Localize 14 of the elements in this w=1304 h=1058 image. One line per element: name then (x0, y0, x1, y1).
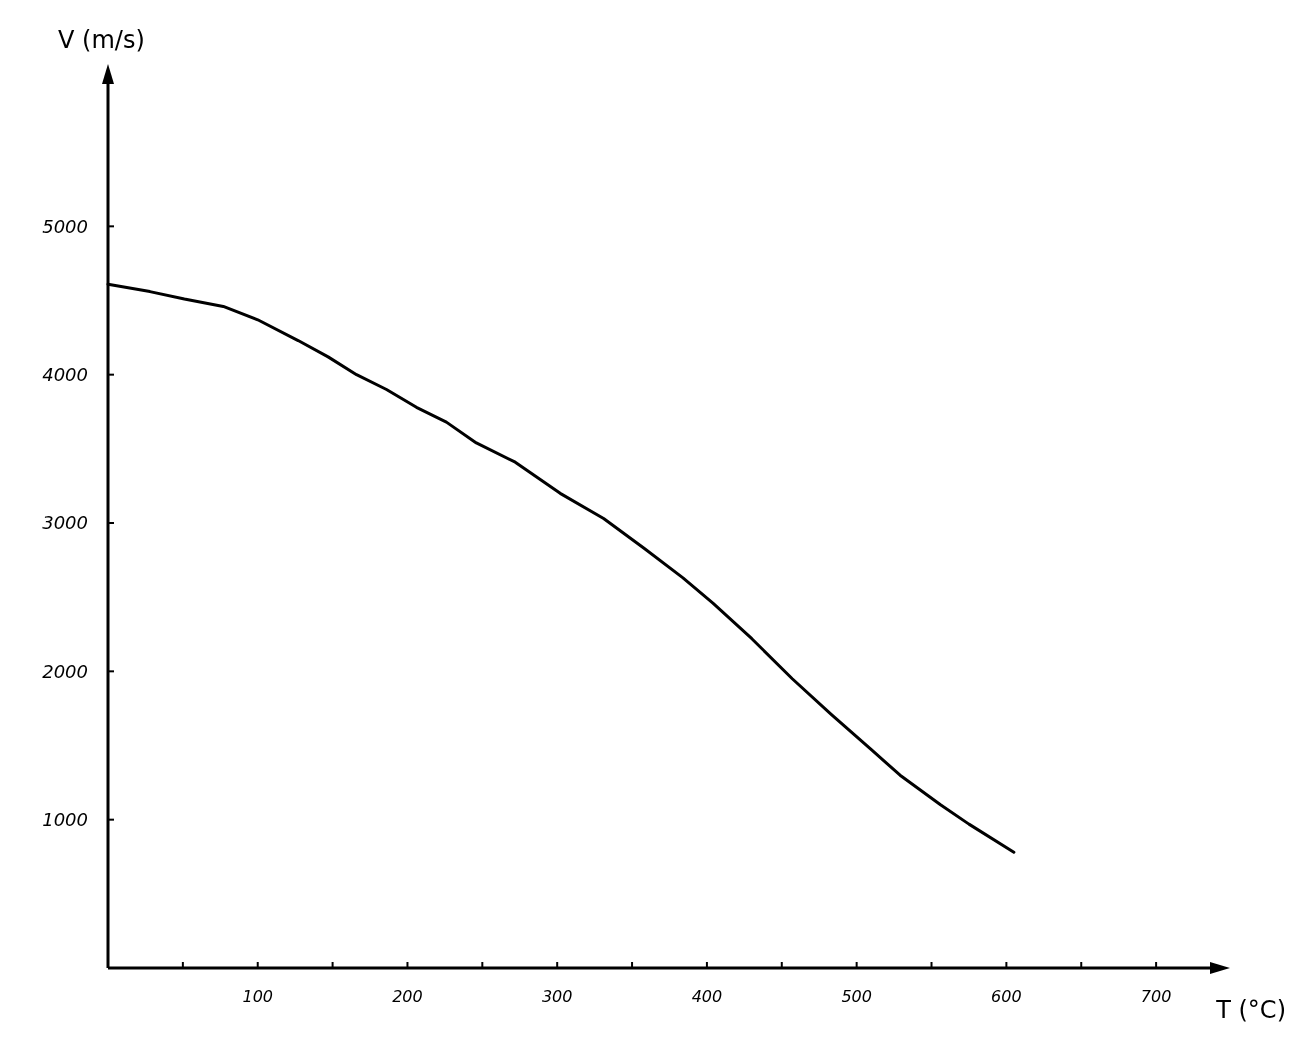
y-tick-label: 4000 (42, 363, 88, 385)
x-tick-label: 300 (541, 987, 573, 1006)
y-tick-label: 5000 (42, 215, 88, 237)
x-tick-label: 700 (1140, 987, 1172, 1006)
y-tick-label: 3000 (42, 512, 88, 534)
y-tick-label: 2000 (42, 660, 88, 682)
x-tick-label: 600 (991, 987, 1022, 1006)
x-axis-title: T (°C) (1215, 996, 1286, 1024)
x-tick-label: 100 (242, 987, 273, 1006)
y-tick-label: 1000 (42, 808, 88, 830)
x-tick-label: 500 (841, 987, 872, 1006)
y-axis-title: V (m/s) (58, 26, 145, 54)
x-tick-label: 400 (691, 987, 723, 1006)
x-tick-label: 200 (392, 987, 423, 1006)
